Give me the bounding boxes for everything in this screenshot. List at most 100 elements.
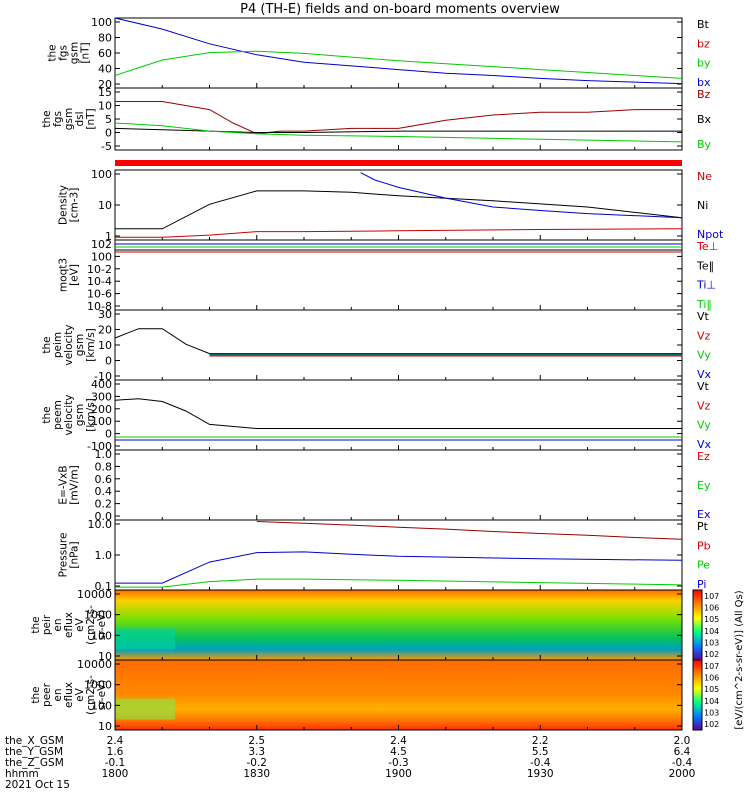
legend-entry: By	[697, 138, 712, 151]
y-axis-label-line: dsl	[74, 111, 86, 126]
y-tick-label: 0.2	[95, 498, 113, 511]
y-tick-label: 100	[91, 629, 112, 642]
panel-fgs-gsm: 100 80 60 40 20 the fgs gsm [nT] Bt bz by bx	[47, 16, 711, 91]
y-axis-label-line: the	[41, 336, 53, 353]
y-axis-label: moqt3 [eV]	[58, 258, 81, 292]
panel-frame	[114, 519, 683, 591]
series-Vt-peem-velocity	[114, 398, 682, 429]
y-axis-label-line: the	[47, 44, 59, 61]
x-tick-value: 2.0	[674, 735, 691, 747]
y-tick-label: 100	[91, 16, 112, 29]
y-axis-label-line: sr-eV)	[96, 610, 108, 641]
legend-entry: Vz	[697, 399, 711, 412]
y-axis-label: the fgs gsm [nT]	[47, 42, 92, 64]
y-axis-label-line: Pressure	[58, 533, 70, 578]
legend-entry: Vz	[697, 329, 711, 342]
y-axis-label-line: the	[30, 686, 42, 703]
colorbar-tick-label: 103	[704, 638, 719, 647]
legend-entry: Ti‖	[696, 298, 712, 311]
spectrogram-peer-eflux	[115, 660, 682, 730]
y-axis-label-line: [nT]	[80, 42, 92, 63]
x-tick-value: 1930	[527, 768, 554, 780]
y-tick-label: 0	[105, 355, 112, 368]
x-tick-value: 6.4	[674, 746, 691, 758]
y-tick-label: 1.0	[95, 448, 113, 461]
colorbar-label: [eV/(cm^2-s-sr-eV)] (All Qs)	[734, 590, 745, 729]
x-tick-value: 4.5	[390, 746, 407, 758]
y-axis-label-line: fgs	[52, 111, 64, 127]
colorbar	[692, 589, 703, 661]
spectrogram-patch	[115, 628, 175, 650]
legend-entry: by	[697, 57, 711, 70]
y-axis-label-line: [nPa]	[69, 541, 81, 568]
legend-entry: Te‖	[696, 259, 714, 272]
y-tick-label: 100	[91, 699, 112, 712]
x-tick-value: 2.5	[248, 735, 265, 747]
series-bx-fgs-gsm	[114, 17, 683, 85]
y-tick-label: 200	[91, 403, 112, 416]
y-axis-label: Density [cm-3]	[58, 185, 81, 225]
x-row-label: the_Z_GSM	[5, 757, 64, 769]
y-tick-label: 0.1	[95, 580, 113, 593]
y-axis-label-line: [km/s]	[85, 328, 97, 362]
y-tick-label: 1000	[84, 609, 112, 622]
y-axis-label-line: (cm2-s-	[85, 605, 97, 645]
x-tick-value: -0.4	[530, 757, 551, 769]
colorbar-tick-label: 102	[704, 650, 719, 659]
y-axis-label-line: the	[30, 616, 42, 633]
chart-title: P4 (TH-E) fields and on-board moments ov…	[240, 2, 560, 17]
series-layer	[114, 17, 683, 588]
y-tick-label: 30	[98, 308, 112, 321]
series-by-fgs-gsm	[114, 50, 683, 79]
y-axis-label-line: E=-VxB	[58, 465, 70, 504]
legend-entry: bx	[697, 76, 711, 89]
y-axis-label-line: velocity	[63, 324, 75, 365]
y-tick-label: 15	[98, 86, 112, 99]
mode-bar	[115, 160, 682, 166]
y-axis-label-line: (cm2-s-	[85, 675, 97, 715]
legend-entry: Ne	[697, 170, 712, 183]
panel-peir-eflux: 10000 1000 100 10 the peir en eflux eV (cm2-s-sr-…	[30, 588, 683, 663]
x-tick-value: 1.6	[107, 746, 124, 758]
legend-entry: Vy	[697, 349, 711, 362]
y-tick-label: 40	[98, 63, 112, 76]
x-tick-value: 3.3	[248, 746, 265, 758]
y-axis-label: the peer en eflux eV (cm2-s-sr-eV)	[30, 675, 108, 715]
y-tick-label: 1000	[84, 679, 112, 692]
y-tick-label: 20	[98, 324, 112, 337]
y-axis-label-line: gsm	[74, 404, 86, 426]
x-tick-value: 1830	[243, 768, 270, 780]
series-Ni-density	[115, 190, 683, 230]
series-Pt-pressure	[256, 521, 683, 540]
x-tick-value: -0.3	[388, 757, 409, 769]
y-axis-label-line: the	[41, 110, 53, 127]
y-axis-label-line: [km/s]	[85, 398, 97, 432]
x-tick-value: 2000	[669, 768, 696, 780]
y-axis-label-line: gsm	[74, 334, 86, 356]
y-tick-label: 0	[105, 428, 112, 441]
y-axis-label: the fgs gsm dsl [nT]	[41, 108, 97, 130]
series-Bz-fgs-gse	[115, 101, 682, 135]
y-axis-label-line: eV	[74, 687, 86, 701]
y-tick-label: 10-4	[87, 275, 112, 288]
y-tick-label: 5	[105, 113, 112, 126]
colorbar-tick-label: 106	[704, 674, 719, 683]
y-tick-label: -5	[101, 140, 112, 153]
series-Npot-density	[360, 172, 683, 219]
legend-entry: Bt	[697, 18, 710, 31]
panel-peim-velocity: 30 20 10 0 -10 the peim velocity gsm [km/s] Vt Vz Vy…	[41, 308, 712, 383]
panel-peer-eflux: 10000 1000 100 10 the peer en eflux eV (cm2-s-sr-…	[30, 658, 683, 733]
spectrogram-peir-eflux	[115, 590, 682, 660]
x-tick-value: 2.4	[390, 735, 407, 747]
x-row-label: hhmm	[5, 768, 39, 780]
y-axis-label-line: peem	[52, 400, 64, 430]
y-tick-label: 100	[91, 250, 112, 263]
colorbar-tick-label: 105	[704, 615, 719, 624]
y-tick-label: -100	[87, 440, 112, 453]
y-axis-label-line: eflux	[63, 612, 75, 638]
legend-entry: Pt	[697, 520, 709, 533]
y-tick-label: 100	[91, 168, 112, 181]
